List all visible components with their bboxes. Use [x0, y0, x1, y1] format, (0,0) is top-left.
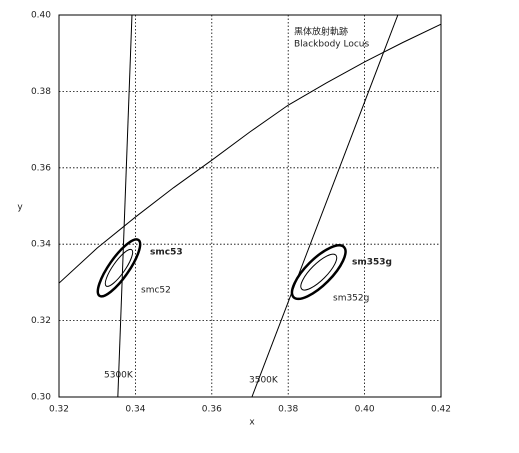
y-tick-label: 0.30 [31, 393, 51, 403]
y-tick-label: 0.34 [31, 240, 51, 250]
ellipse [300, 253, 338, 291]
x-tick-label: 0.40 [355, 405, 375, 415]
line-label: 5300K [104, 371, 134, 381]
x-tick-label: 0.36 [202, 405, 222, 415]
ellipse [96, 238, 142, 298]
isotemperature-line [251, 14, 399, 398]
y-tick-label: 0.40 [31, 11, 51, 21]
ellipse-label: sm353g [352, 258, 392, 268]
x-tick-label: 0.38 [278, 405, 298, 415]
annotation: 黒体放射軌跡 [294, 26, 348, 38]
y-tick-label: 0.38 [31, 87, 51, 97]
x-tick-label: 0.34 [125, 405, 145, 415]
ellipse-label: sm352g [333, 294, 369, 304]
x-axis-label: x [249, 418, 255, 428]
plot-frame [58, 14, 442, 398]
y-tick-label: 0.36 [31, 163, 51, 173]
x-tick-label: 0.42 [431, 405, 451, 415]
x-tick-label: 0.32 [49, 405, 69, 415]
blackbody-locus [59, 23, 441, 284]
y-axis-label: y [17, 203, 23, 213]
isotemperature-line [117, 14, 133, 398]
ellipse [290, 244, 347, 301]
ellipse [104, 248, 134, 287]
y-tick-label: 0.32 [31, 316, 51, 326]
ellipse-label: smc52 [141, 286, 171, 296]
ellipse-label: smc53 [150, 248, 183, 258]
annotation: Blackbody Locus [294, 40, 369, 50]
line-label: 3500K [249, 376, 279, 386]
